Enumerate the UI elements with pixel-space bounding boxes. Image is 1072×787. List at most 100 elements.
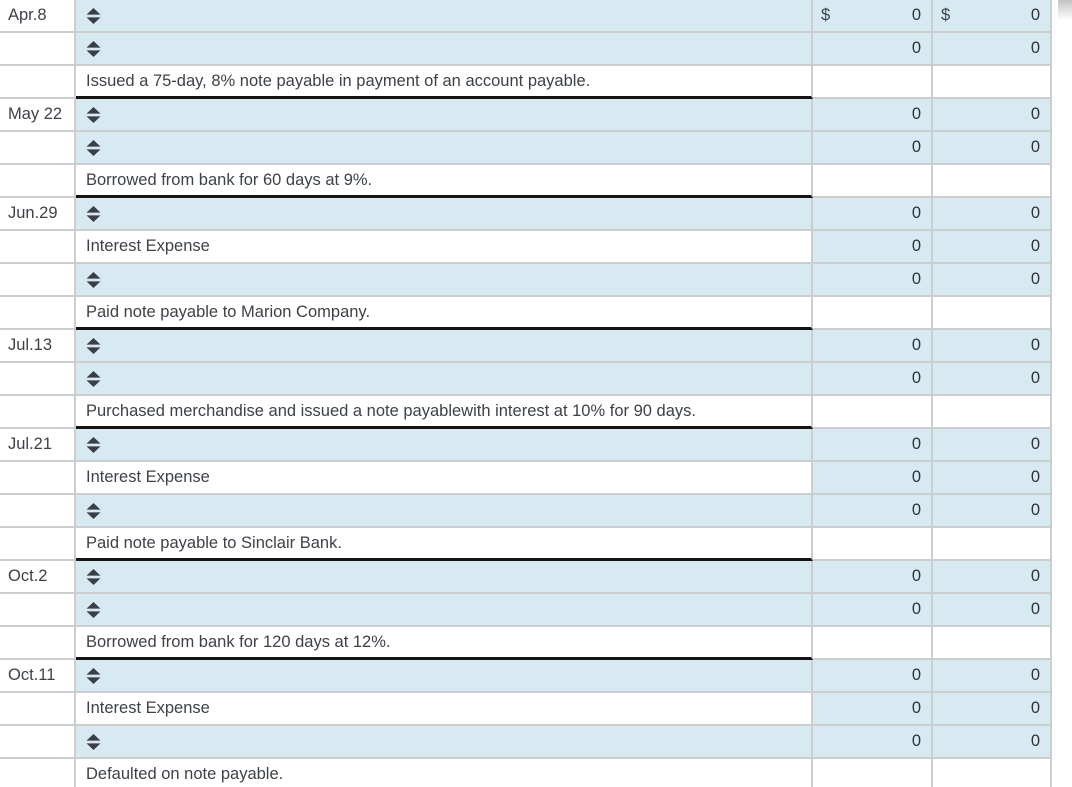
account-select[interactable]	[76, 264, 813, 297]
credit-value: 0	[1030, 567, 1040, 585]
account-select[interactable]	[76, 99, 813, 132]
account-select[interactable]	[76, 594, 813, 627]
debit-value: 0	[911, 204, 921, 222]
debit-input[interactable]: $0	[813, 0, 933, 33]
credit-cell-empty	[933, 165, 1052, 198]
account-select[interactable]	[76, 660, 813, 693]
date-cell	[0, 627, 76, 660]
debit-input[interactable]: 0	[813, 495, 933, 528]
credit-input[interactable]: 0	[933, 495, 1052, 528]
journal-row: Purchased merchandise and issued a note …	[0, 396, 1072, 429]
account-select[interactable]	[76, 429, 813, 462]
debit-input[interactable]: 0	[813, 264, 933, 297]
credit-input[interactable]: 0	[933, 264, 1052, 297]
debit-value: 0	[911, 501, 921, 519]
credit-input[interactable]: 0	[933, 561, 1052, 594]
account-select[interactable]	[76, 198, 813, 231]
unfold-more-icon[interactable]	[86, 667, 101, 684]
credit-input[interactable]: 0	[933, 429, 1052, 462]
debit-input[interactable]: 0	[813, 462, 933, 495]
date-cell	[0, 132, 76, 165]
row-gutter	[1052, 693, 1072, 726]
debit-input[interactable]: 0	[813, 99, 933, 132]
debit-input[interactable]: 0	[813, 429, 933, 462]
journal-row: Jul.21 0 0	[0, 429, 1072, 462]
account-select[interactable]	[76, 363, 813, 396]
date-cell	[0, 165, 76, 198]
memo-cell: Paid note payable to Marion Company.	[76, 297, 813, 330]
credit-input[interactable]: 0	[933, 462, 1052, 495]
unfold-more-icon[interactable]	[86, 271, 101, 288]
account-select[interactable]	[76, 33, 813, 66]
row-gutter	[1052, 429, 1072, 462]
unfold-more-icon[interactable]	[86, 205, 101, 222]
row-gutter	[1052, 132, 1072, 165]
debit-cell-empty	[813, 66, 933, 99]
row-gutter	[1052, 264, 1072, 297]
debit-value: 0	[911, 600, 921, 618]
credit-cell-empty	[933, 627, 1052, 660]
debit-input[interactable]: 0	[813, 726, 933, 759]
unfold-more-icon[interactable]	[86, 7, 101, 24]
credit-input[interactable]: 0	[933, 33, 1052, 66]
debit-input[interactable]: 0	[813, 660, 933, 693]
memo-text: Issued a 75-day, 8% note payable in paym…	[86, 71, 591, 90]
credit-input[interactable]: 0	[933, 198, 1052, 231]
debit-value: 0	[911, 237, 921, 255]
journal-row: Borrowed from bank for 60 days at 9%.	[0, 165, 1072, 198]
memo-cell: Defaulted on note payable.	[76, 759, 813, 787]
debit-input[interactable]: 0	[813, 330, 933, 363]
debit-input[interactable]: 0	[813, 231, 933, 264]
credit-input[interactable]: 0	[933, 99, 1052, 132]
credit-input[interactable]: $0	[933, 0, 1052, 33]
account-select[interactable]	[76, 726, 813, 759]
row-gutter	[1052, 528, 1072, 561]
credit-value: 0	[1030, 435, 1040, 453]
unfold-more-icon[interactable]	[86, 601, 101, 618]
debit-input[interactable]: 0	[813, 363, 933, 396]
debit-cell-empty	[813, 165, 933, 198]
debit-input[interactable]: 0	[813, 33, 933, 66]
unfold-more-icon[interactable]	[86, 40, 101, 57]
debit-value: 0	[911, 105, 921, 123]
unfold-more-icon[interactable]	[86, 502, 101, 519]
account-select[interactable]	[76, 132, 813, 165]
debit-input[interactable]: 0	[813, 594, 933, 627]
row-gutter	[1052, 660, 1072, 693]
journal-row: Defaulted on note payable.	[0, 759, 1072, 787]
credit-input[interactable]: 0	[933, 132, 1052, 165]
credit-input[interactable]: 0	[933, 330, 1052, 363]
debit-input[interactable]: 0	[813, 693, 933, 726]
memo-cell: Borrowed from bank for 120 days at 12%.	[76, 627, 813, 660]
unfold-more-icon[interactable]	[86, 733, 101, 750]
row-gutter	[1052, 330, 1072, 363]
debit-value: 0	[911, 732, 921, 750]
credit-input[interactable]: 0	[933, 594, 1052, 627]
credit-input[interactable]: 0	[933, 231, 1052, 264]
debit-input[interactable]: 0	[813, 198, 933, 231]
credit-input[interactable]: 0	[933, 660, 1052, 693]
debit-input[interactable]: 0	[813, 561, 933, 594]
unfold-more-icon[interactable]	[86, 106, 101, 123]
date-cell: May 22	[0, 99, 76, 132]
account-cell: Interest Expense	[76, 462, 813, 495]
account-select[interactable]	[76, 330, 813, 363]
unfold-more-icon[interactable]	[86, 568, 101, 585]
unfold-more-icon[interactable]	[86, 436, 101, 453]
credit-input[interactable]: 0	[933, 726, 1052, 759]
account-select[interactable]	[76, 0, 813, 33]
credit-input[interactable]: 0	[933, 693, 1052, 726]
unfold-more-icon[interactable]	[86, 139, 101, 156]
row-gutter	[1052, 759, 1072, 787]
credit-value: 0	[1030, 105, 1040, 123]
debit-input[interactable]: 0	[813, 132, 933, 165]
credit-input[interactable]: 0	[933, 363, 1052, 396]
account-select[interactable]	[76, 495, 813, 528]
unfold-more-icon[interactable]	[86, 370, 101, 387]
unfold-more-icon[interactable]	[86, 337, 101, 354]
credit-value: 0	[1030, 270, 1040, 288]
date-cell	[0, 726, 76, 759]
account-select[interactable]	[76, 561, 813, 594]
